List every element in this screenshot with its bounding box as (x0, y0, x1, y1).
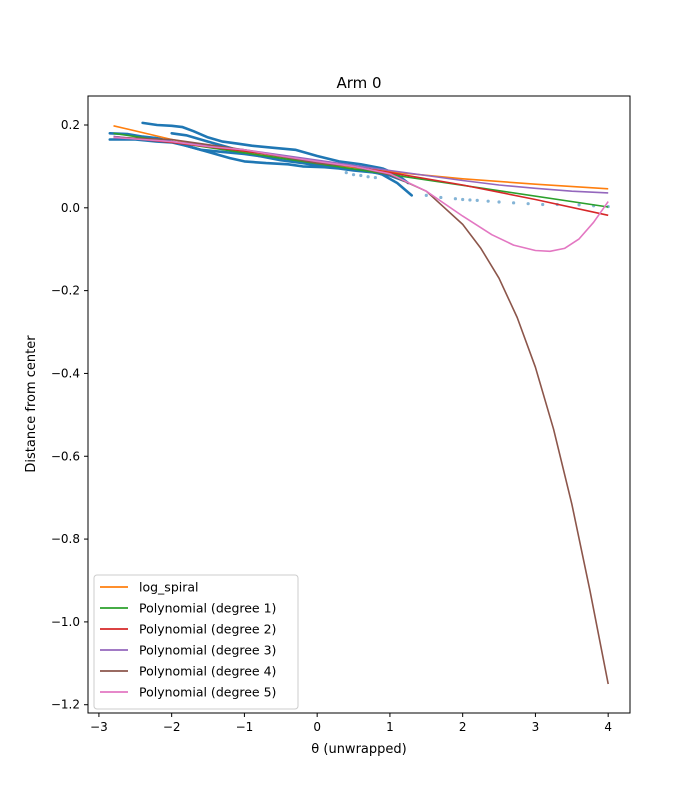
data-point-faint (373, 175, 377, 180)
x-axis: −3 −2 −1 0 1 2 3 4 (90, 713, 612, 734)
data-point-faint (351, 173, 356, 177)
y-axis: 0.2 0.0 −0.2 −0.4 −0.6 −0.8 −1.0 −1.2 (51, 118, 88, 712)
x-tick-label: 0 (313, 720, 321, 734)
x-tick-label: 4 (604, 720, 612, 734)
axes-frame (87, 95, 631, 714)
plot-area (108, 121, 610, 685)
legend-label: Polynomial (degree 4) (139, 664, 276, 679)
legend-label: Polynomial (degree 3) (139, 643, 276, 658)
y-tick-label: 0.0 (61, 201, 80, 215)
legend: log_spiral Polynomial (degree 1) Polynomia… (93, 574, 299, 710)
data-point-faint (366, 175, 370, 179)
legend-label: log_spiral (139, 580, 199, 595)
data-point-faint (511, 201, 516, 205)
x-tick-label: 2 (459, 720, 467, 734)
series-line-5 (113, 136, 609, 253)
y-tick-label: −1.2 (51, 698, 80, 712)
data-point-faint (424, 193, 428, 197)
data-point-faint (486, 199, 490, 203)
y-tick-label: −1.0 (51, 615, 80, 629)
data-point-faint (475, 198, 479, 202)
y-tick-label: −0.4 (51, 366, 80, 380)
data-point-faint (497, 200, 501, 204)
y-tick-label: −0.8 (51, 532, 80, 546)
data-point-faint (468, 198, 472, 202)
y-tick-label: −0.6 (51, 449, 80, 463)
y-tick-label: −0.2 (51, 284, 80, 298)
x-axis-label: θ (unwrapped) (311, 742, 406, 757)
data-point-faint (541, 202, 545, 207)
legend-label: Polynomial (degree 2) (139, 622, 276, 637)
chart-title: Arm 0 (336, 74, 381, 92)
x-tick-label: −2 (163, 720, 181, 734)
x-tick-label: −3 (90, 720, 108, 734)
data-point-faint (359, 173, 363, 178)
y-axis-label: Distance from center (24, 335, 39, 473)
legend-box (93, 574, 299, 710)
data-point-faint (526, 202, 530, 206)
data-trace-2 (141, 121, 410, 185)
x-tick-label: 1 (386, 720, 394, 734)
x-tick-label: 3 (532, 720, 540, 734)
data-point-faint (344, 171, 348, 175)
data-point-faint (461, 197, 465, 202)
y-tick-label: 0.2 (61, 118, 80, 132)
legend-label: Polynomial (degree 5) (139, 685, 276, 700)
data-point-faint (453, 197, 457, 201)
x-tick-label: −1 (236, 720, 254, 734)
legend-label: Polynomial (degree 1) (139, 601, 276, 616)
data-point-faint (577, 203, 581, 207)
data-point-faint (439, 195, 443, 200)
